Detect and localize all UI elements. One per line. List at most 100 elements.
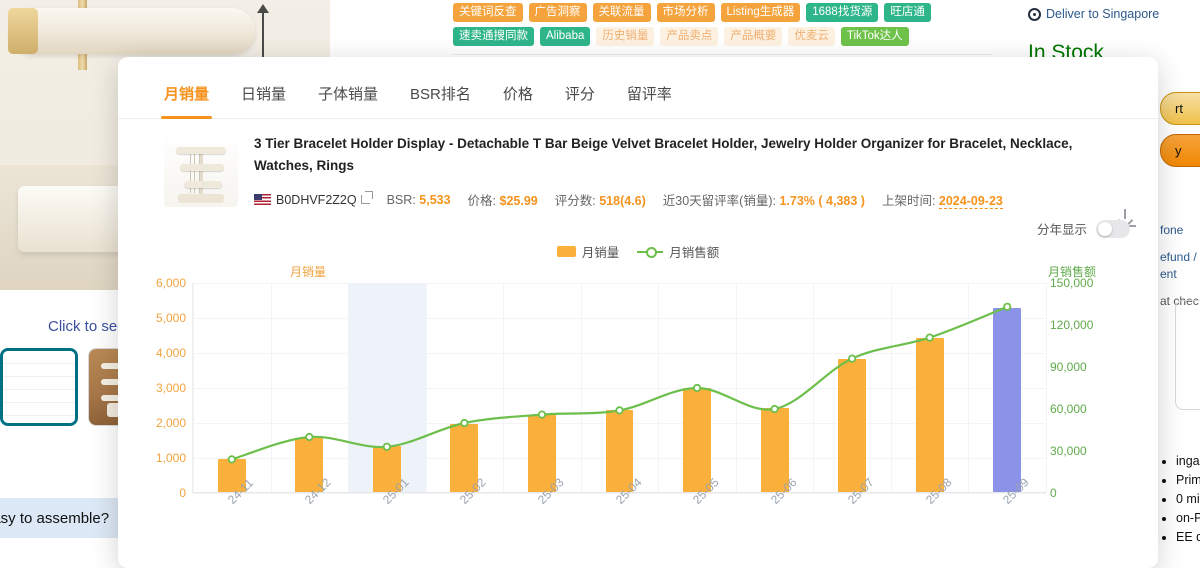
gridline-vertical [193, 283, 194, 493]
tool-tag-history-sales[interactable]: 历史销量 [596, 27, 655, 46]
tool-tag-ad-insight[interactable]: 广告洞察 [528, 3, 587, 22]
thumbnail-tier-1-shape [176, 147, 226, 154]
tool-tag-tiktok-influencer[interactable]: TikTok达人 [840, 27, 909, 46]
chart-bar[interactable] [217, 458, 246, 492]
gridline-vertical [658, 283, 660, 493]
chart-line-point[interactable] [537, 410, 547, 419]
gridline [193, 353, 1046, 354]
chart-line-point[interactable] [227, 455, 236, 464]
modal-tab-bar: 月销量 日销量 子体销量 BSR排名 价格 评分 留评率 [118, 57, 1158, 119]
add-to-cart-button[interactable]: rt [1160, 92, 1200, 125]
meta-review-rate: 近30天留评率(销量): 1.73% ( 4,383 ) [663, 190, 865, 209]
list-item: EE deliv [1176, 528, 1200, 547]
list-item: on-Prim [1176, 509, 1200, 528]
chart-line-point[interactable] [848, 354, 857, 363]
tool-tag-wangdiantong[interactable]: 旺店通 [884, 3, 931, 22]
gridline-vertical [503, 283, 505, 493]
y-axis-left-tick-label: 6,000 [155, 276, 186, 290]
diagram-thumbnail-image [3, 351, 75, 423]
list-item: 0 million [1176, 490, 1200, 509]
secure-transaction-box [1175, 300, 1200, 410]
x-axis-line [193, 492, 1046, 493]
tab-review-rate[interactable]: 留评率 [626, 86, 672, 103]
chart-line-point[interactable] [925, 333, 934, 342]
legend-line-swatch-icon [637, 246, 664, 258]
tab-monthly-sales[interactable]: 月销量 [160, 83, 213, 119]
tab-daily-sales[interactable]: 日销量 [241, 86, 287, 103]
download-icon[interactable] [1118, 209, 1134, 225]
y-axis-left-tick-label: 4,000 [155, 346, 186, 360]
meta-rating-value: 518(4.6) [599, 194, 646, 208]
yearly-display-toggle[interactable] [1096, 219, 1130, 238]
chart-bar[interactable] [838, 359, 867, 492]
meta-launch-date-label: 上架时间: [881, 194, 936, 208]
chart-line-point[interactable] [615, 406, 624, 415]
us-flag-icon [254, 193, 271, 205]
legend-item-monthly-revenue[interactable]: 月销售额 [637, 242, 719, 261]
thumbnail-tier-2-shape [180, 164, 224, 171]
y-axis-left-ticks: 0 1,000 2,000 3,000 4,000 5,000 6,000 [118, 276, 186, 500]
tool-tag-market-analysis[interactable]: 市场分析 [656, 3, 715, 22]
tab-rating[interactable]: 评分 [564, 86, 595, 103]
gridline [193, 493, 1046, 494]
tab-variant-sales[interactable]: 子体销量 [318, 86, 379, 103]
tool-tag-listing-generator[interactable]: Listing生成器 [720, 3, 801, 22]
tool-tag-alibaba[interactable]: Alibaba [540, 27, 591, 46]
y-axis-right-title: 月销售额 [1047, 265, 1096, 279]
amazon-bullet-list: ingapor Prime 0 million on-Prim EE deliv [1162, 452, 1200, 547]
returns-value-2: ent [1160, 267, 1177, 281]
legend-label-monthly-revenue: 月销售额 [669, 246, 720, 260]
click-to-see-label[interactable]: Click to see [48, 318, 126, 335]
y-axis-right-tick-label: 30,000 [1050, 444, 1087, 458]
y-axis-left-tick-label: 1,000 [155, 451, 186, 465]
tool-tag-youmaiyun[interactable]: 优麦云 [788, 27, 835, 46]
asin-block[interactable]: B0DHVF2Z2Q [254, 190, 373, 207]
chart-bar[interactable] [295, 437, 324, 492]
tab-bsr-rank[interactable]: BSR排名 [410, 86, 471, 103]
chart-bar[interactable] [372, 445, 401, 492]
gridline-vertical [1046, 283, 1047, 493]
chart-bar[interactable] [993, 308, 1022, 492]
chart-line-point[interactable] [692, 383, 702, 393]
tool-tag-related-traffic[interactable]: 关联流量 [592, 3, 651, 22]
meta-price-value: $25.99 [499, 194, 538, 208]
tool-tag-keyword-reverse[interactable]: 关键词反查 [453, 3, 523, 22]
y-axis-right-tick-label: 150,000 [1050, 276, 1094, 290]
chart-line-point[interactable] [305, 432, 314, 442]
buy-now-button[interactable]: y [1160, 134, 1200, 167]
meta-review-rate-label: 近30天留评率(销量): [662, 194, 776, 208]
chart-bar[interactable] [915, 338, 944, 492]
deliver-to-row[interactable]: Deliver to Singapore [1028, 7, 1200, 21]
sales-analytics-modal: 月销量 日销量 子体销量 BSR排名 价格 评分 留评率 3 Tier Brac… [118, 57, 1158, 568]
gridline [193, 318, 1046, 319]
bracelet-bar-shape [10, 8, 255, 54]
product-thumbnail[interactable] [164, 133, 238, 207]
external-link-icon[interactable] [360, 190, 373, 204]
thumbnail-item-diagram[interactable] [0, 348, 78, 426]
shipping-details-list: fone efund / ent at chec [1160, 222, 1200, 310]
chart-line-point[interactable] [770, 404, 779, 414]
chart-bar[interactable] [605, 409, 634, 492]
thumbnail-chain-shape [190, 153, 191, 193]
gridline-vertical [813, 283, 815, 493]
tool-tag-product-selling-points[interactable]: 产品卖点 [660, 27, 719, 46]
legend-item-monthly-sales[interactable]: 月销量 [556, 242, 619, 261]
gridline-vertical [968, 283, 970, 493]
tool-tag-aliexpress-search[interactable]: 速卖通搜同款 [453, 27, 534, 46]
chart-bar[interactable] [760, 408, 789, 492]
chart-line-point[interactable] [460, 418, 469, 428]
seller-tool-tag-bar: 关键词反查 广告洞察 关联流量 市场分析 Listing生成器 1688找货源 … [453, 3, 993, 55]
tab-price[interactable]: 价格 [502, 86, 533, 103]
chart-line-point[interactable] [382, 442, 391, 451]
chart-line-point[interactable] [1003, 302, 1012, 311]
gridline [193, 283, 1046, 284]
returns-value: efund / [1160, 250, 1197, 264]
tool-tag-product-summary[interactable]: 产品概要 [724, 27, 783, 46]
chart-bar[interactable] [527, 415, 556, 492]
tool-tag-1688-sourcing[interactable]: 1688找货源 [806, 3, 879, 22]
chart-bar[interactable] [450, 423, 479, 492]
chart-bar[interactable] [683, 387, 711, 492]
meta-price: 价格: $25.99 [468, 190, 538, 209]
list-item: Prime [1176, 471, 1200, 490]
location-pin-icon [1028, 7, 1041, 21]
